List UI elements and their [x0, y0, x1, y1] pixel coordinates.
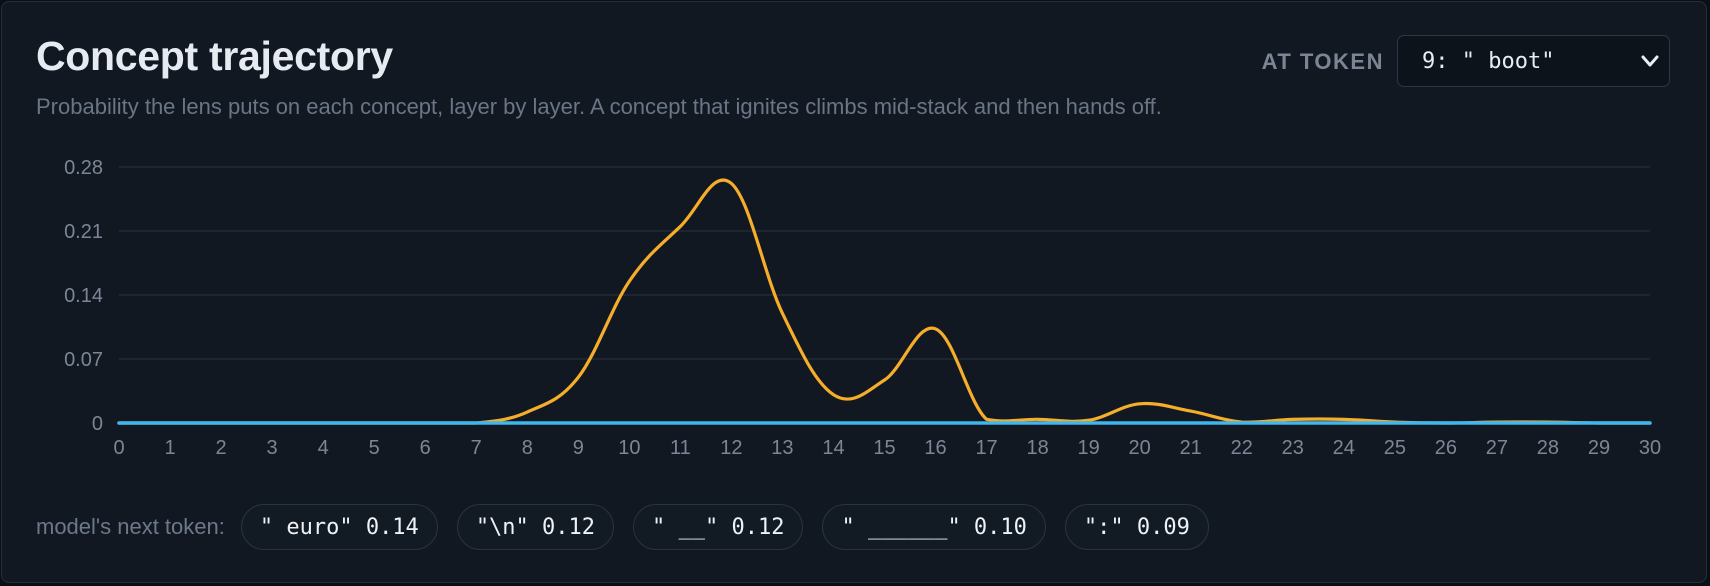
token-select-value: 9: " boot"	[1422, 48, 1555, 74]
y-tick-label: 0.07	[64, 349, 103, 371]
x-tick-label: 20	[1129, 437, 1151, 459]
x-tick-label: 24	[1333, 437, 1355, 459]
x-tick-label: 12	[720, 437, 742, 459]
next-token-chip: "\n" 0.12	[456, 504, 615, 550]
trajectory-chart: 00.070.140.210.28 0 1 2 3 4 5 6 7 8 9 10 11 12 13 14 15…	[64, 157, 1661, 459]
y-tick-label: 0.28	[64, 157, 103, 179]
next-token-chip: ":" 0.09	[1064, 504, 1209, 550]
x-tick-label: 7	[471, 437, 482, 459]
x-tick-label: 9	[573, 437, 584, 459]
next-token-footer: model's next token: " euro" 0.14 "\n" 0.…	[36, 504, 1228, 550]
x-tick-label: 1	[164, 437, 175, 459]
x-tick-label: 29	[1588, 437, 1610, 459]
chevron-down-icon	[1641, 55, 1659, 67]
y-tick-label: 0.14	[64, 285, 103, 307]
x-tick-label: 25	[1384, 437, 1406, 459]
x-tick-label: 30	[1639, 437, 1661, 459]
x-tick-label: 28	[1537, 437, 1559, 459]
x-tick-label: 4	[318, 437, 329, 459]
x-tick-label: 22	[1231, 437, 1253, 459]
x-tick-label: 5	[369, 437, 380, 459]
token-select[interactable]: 9: " boot"	[1397, 35, 1670, 87]
x-tick-label: 17	[975, 437, 997, 459]
x-tick-label: 15	[873, 437, 895, 459]
x-tick-label: 21	[1180, 437, 1202, 459]
x-tick-label: 14	[822, 437, 844, 459]
x-tick-label: 0	[113, 437, 124, 459]
x-tick-label: 10	[618, 437, 640, 459]
next-token-chip: " ______" 0.10	[822, 504, 1046, 550]
next-token-chip: " __" 0.12	[633, 504, 804, 550]
x-tick-label: 2	[216, 437, 227, 459]
next-token-label: model's next token:	[36, 514, 225, 539]
x-tick-label: 8	[522, 437, 533, 459]
x-tick-label: 11	[670, 437, 691, 459]
x-tick-label: 18	[1026, 437, 1048, 459]
x-tick-label: 26	[1435, 437, 1457, 459]
next-token-chip: " euro" 0.14	[240, 504, 438, 550]
x-tick-label: 3	[267, 437, 278, 459]
series-line	[117, 178, 1652, 425]
x-tick-label: 27	[1486, 437, 1508, 459]
x-tick-label: 6	[420, 437, 431, 459]
x-tick-label: 16	[924, 437, 946, 459]
page-title: Concept trajectory	[36, 33, 393, 79]
x-tick-label: 19	[1078, 437, 1100, 459]
y-tick-label: 0	[92, 413, 103, 435]
x-tick-label: 13	[771, 437, 793, 459]
chart-subtitle: Probability the lens puts on each concep…	[36, 94, 1162, 119]
y-tick-label: 0.21	[64, 221, 103, 243]
x-tick-label: 23	[1282, 437, 1304, 459]
at-token-label: AT TOKEN	[1261, 49, 1384, 74]
